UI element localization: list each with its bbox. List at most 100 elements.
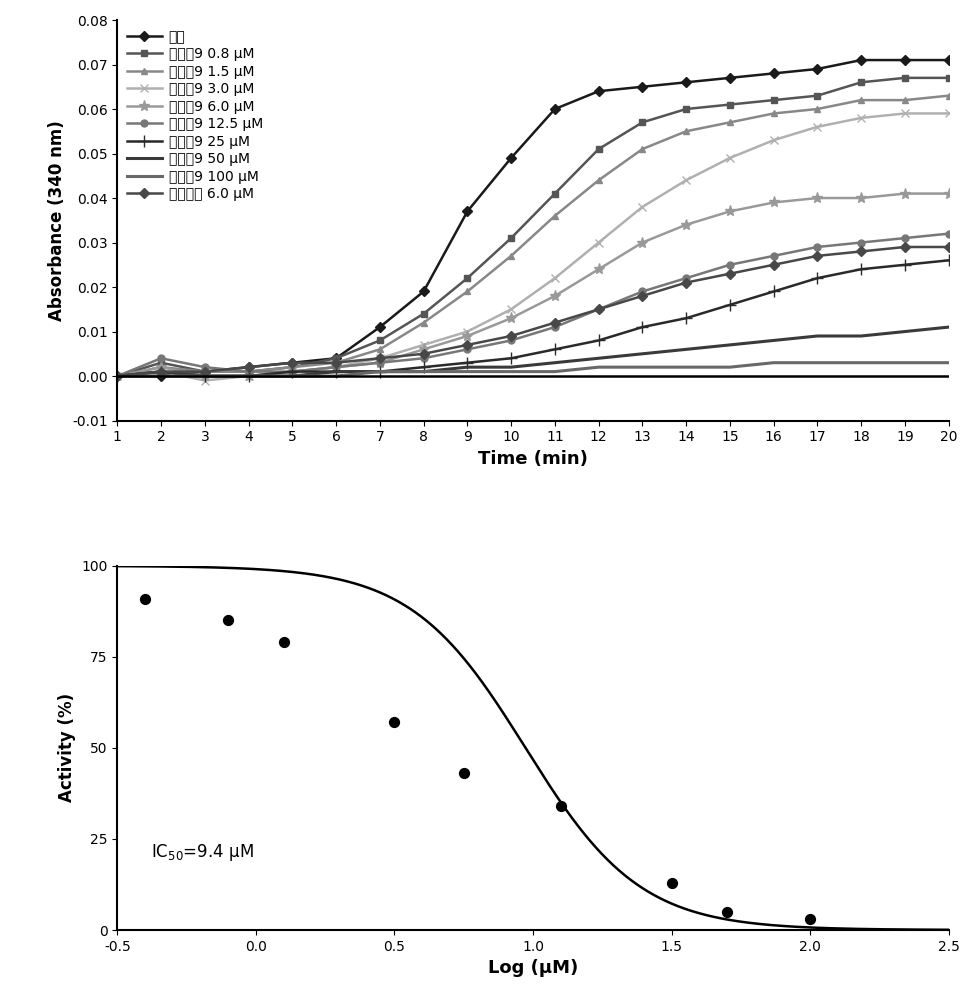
化合特9 6.0 μM <box>592 263 604 275</box>
空白 <box>942 54 954 66</box>
化合特9 6.0 μM <box>898 188 910 200</box>
Line: 化合特9 50 μM: 化合特9 50 μM <box>117 327 948 376</box>
化合特9 25 μM <box>723 299 735 311</box>
化合特9 0.8 μM <box>636 116 648 128</box>
化合特9 25 μM <box>198 370 210 382</box>
化合特9 1.5 μM <box>898 94 910 106</box>
化合特9 6.0 μM <box>461 330 473 342</box>
化合特9 3.0 μM <box>417 339 429 351</box>
化合特9 1.5 μM <box>330 357 342 369</box>
化合特9 1.5 μM <box>811 103 823 115</box>
化合特9 0.8 μM <box>592 143 604 155</box>
Point <box>386 714 402 730</box>
化合特9 25 μM <box>461 357 473 369</box>
化合特9 3.0 μM <box>330 361 342 373</box>
化合特9 12.5 μM <box>198 361 210 373</box>
化合特9 50 μM <box>548 357 560 369</box>
化合特9 0.8 μM <box>723 99 735 111</box>
化合特9 12.5 μM <box>855 237 867 249</box>
化合特9 3.0 μM <box>723 152 735 164</box>
空白 <box>155 370 167 382</box>
Point <box>552 798 568 814</box>
空白 <box>373 321 385 333</box>
化合特9 50 μM <box>636 348 648 360</box>
化合特9 3.0 μM <box>505 303 517 315</box>
化合特9 12.5 μM <box>286 366 298 378</box>
化合特9 25 μM <box>898 259 910 271</box>
空白 <box>898 54 910 66</box>
化合特9 6.0 μM <box>111 370 123 382</box>
Line: 化合特9 25 μM: 化合特9 25 μM <box>111 255 954 382</box>
秋水仙碱 6.0 μM <box>767 259 779 271</box>
Legend: 空白, 化合特9 0.8 μM, 化合特9 1.5 μM, 化合特9 3.0 μM, 化合特9 6.0 μM, 化合特9 12.5 μM, 化合特9 25 μM: 空白, 化合特9 0.8 μM, 化合特9 1.5 μM, 化合特9 3.0 μ… <box>121 24 269 207</box>
化合特9 50 μM <box>242 370 254 382</box>
秋水仙碱 6.0 μM <box>242 361 254 373</box>
化合特9 25 μM <box>373 366 385 378</box>
Line: 秋水仙碱 6.0 μM: 秋水仙碱 6.0 μM <box>113 244 952 380</box>
化合特9 50 μM <box>767 334 779 346</box>
Line: 化合特9 100 μM: 化合特9 100 μM <box>117 363 948 376</box>
化合特9 100 μM <box>548 366 560 378</box>
化合特9 6.0 μM <box>855 192 867 204</box>
空白 <box>811 63 823 75</box>
化合特9 6.0 μM <box>198 370 210 382</box>
化合特9 50 μM <box>942 321 954 333</box>
Y-axis label: Activity (%): Activity (%) <box>58 693 75 802</box>
化合特9 12.5 μM <box>330 361 342 373</box>
化合特9 25 μM <box>111 370 123 382</box>
化合特9 1.5 μM <box>855 94 867 106</box>
空白 <box>242 361 254 373</box>
化合特9 6.0 μM <box>417 343 429 355</box>
化合特9 25 μM <box>855 263 867 275</box>
化合特9 25 μM <box>636 321 648 333</box>
化合特9 6.0 μM <box>330 361 342 373</box>
化合特9 1.5 μM <box>636 143 648 155</box>
化合特9 100 μM <box>592 361 604 373</box>
化合特9 50 μM <box>417 366 429 378</box>
秋水仙碱 6.0 μM <box>286 357 298 369</box>
秋水仙碱 6.0 μM <box>855 245 867 257</box>
化合特9 3.0 μM <box>636 201 648 213</box>
化合特9 25 μM <box>592 334 604 346</box>
化合特9 25 μM <box>505 352 517 364</box>
空白 <box>198 366 210 378</box>
化合特9 12.5 μM <box>111 370 123 382</box>
化合特9 12.5 μM <box>373 357 385 369</box>
化合特9 6.0 μM <box>505 312 517 324</box>
空白 <box>286 357 298 369</box>
化合特9 6.0 μM <box>242 370 254 382</box>
化合特9 0.8 μM <box>242 366 254 378</box>
化合特9 100 μM <box>680 361 692 373</box>
化合特9 100 μM <box>811 357 823 369</box>
化合特9 6.0 μM <box>636 237 648 249</box>
化合特9 100 μM <box>417 366 429 378</box>
空白 <box>417 285 429 297</box>
空白 <box>592 85 604 97</box>
化合特9 50 μM <box>155 366 167 378</box>
化合特9 100 μM <box>286 370 298 382</box>
化合特9 100 μM <box>898 357 910 369</box>
化合特9 12.5 μM <box>680 272 692 284</box>
化合特9 6.0 μM <box>548 290 560 302</box>
化合特9 100 μM <box>505 366 517 378</box>
化合特9 50 μM <box>723 339 735 351</box>
化合特9 0.8 μM <box>811 90 823 102</box>
化合特9 12.5 μM <box>767 250 779 262</box>
化合特9 1.5 μM <box>680 125 692 137</box>
化合特9 1.5 μM <box>373 343 385 355</box>
化合特9 6.0 μM <box>680 219 692 231</box>
化合特9 0.8 μM <box>330 352 342 364</box>
化合特9 3.0 μM <box>680 174 692 186</box>
化合特9 1.5 μM <box>242 366 254 378</box>
Point <box>137 591 152 607</box>
化合特9 12.5 μM <box>811 241 823 253</box>
化合特9 3.0 μM <box>855 112 867 124</box>
化合特9 1.5 μM <box>198 366 210 378</box>
化合特9 12.5 μM <box>461 343 473 355</box>
化合特9 100 μM <box>461 366 473 378</box>
秋水仙碱 6.0 μM <box>417 348 429 360</box>
化合特9 100 μM <box>373 366 385 378</box>
化合特9 1.5 μM <box>592 174 604 186</box>
化合特9 1.5 μM <box>111 370 123 382</box>
Point <box>801 911 817 927</box>
